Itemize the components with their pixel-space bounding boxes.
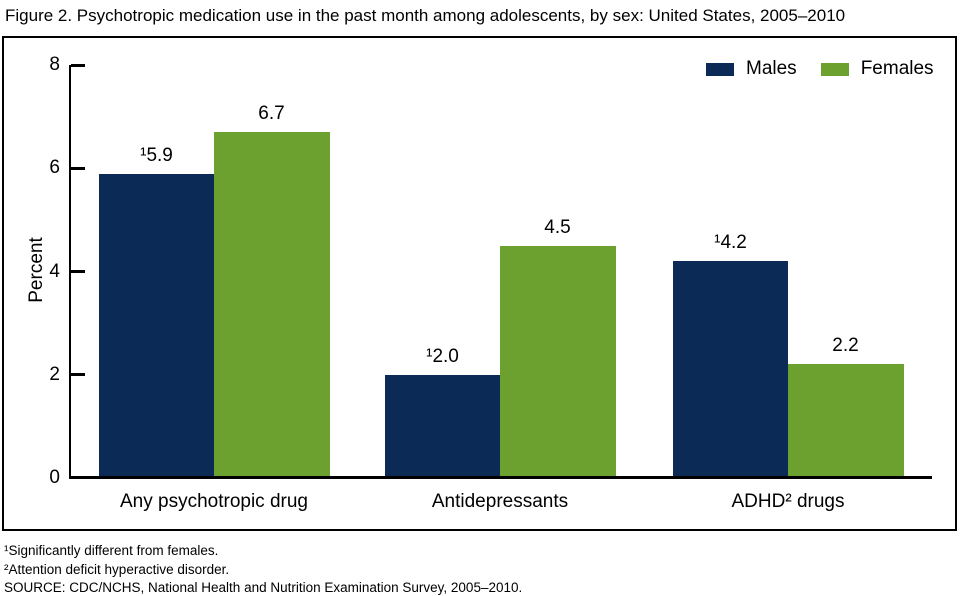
category-label-any-psychotropic-drug: Any psychotropic drug: [120, 491, 308, 512]
value-label-males-antidepressants: ¹2.0: [426, 345, 459, 367]
legend-label-females: Females: [860, 58, 934, 79]
bar-females-antidepressants: [500, 245, 616, 476]
footnote-line-1: ¹Significantly different from females.: [4, 543, 219, 558]
footnote-line-2: ²Attention deficit hyperactive disorder.: [4, 561, 230, 577]
value-label-females-adhd-drugs: 2.2: [832, 335, 859, 357]
bar-males-any-psychotropic-drug: [99, 173, 214, 476]
y-axis-tick-label-0: 0: [49, 467, 60, 488]
value-label-males-adhd-drugs: ¹4.2: [714, 232, 747, 254]
legend-label-males: Males: [746, 58, 797, 79]
y-axis-line: [69, 65, 71, 479]
y-axis-tick-6: [71, 166, 85, 170]
x-axis-line: [70, 476, 932, 479]
category-label-adhd-drugs: ADHD² drugs: [731, 491, 845, 512]
legend-swatch-females: [820, 62, 849, 76]
y-axis-tick-label-8: 8: [49, 54, 60, 76]
legend: Males Females: [706, 58, 934, 80]
bar-females-any-psychotropic-drug: [214, 132, 330, 476]
y-axis-tick-label-4: 4: [49, 260, 60, 282]
footnote-line-3: SOURCE: CDC/NCHS, National Health and Nu…: [4, 580, 523, 595]
legend-item-males: Males: [706, 58, 797, 80]
value-label-males-any-psychotropic-drug: ¹5.9: [140, 144, 173, 166]
y-axis-tick-8: [71, 63, 85, 67]
bar-males-adhd-drugs: [673, 261, 788, 476]
bar-females-adhd-drugs: [788, 364, 904, 476]
legend-swatch-males: [706, 62, 734, 76]
value-label-females-any-psychotropic-drug: 6.7: [258, 103, 285, 125]
figure-title: Figure 2. Psychotropic medication use in…: [5, 6, 846, 25]
value-label-females-antidepressants: 4.5: [544, 216, 571, 238]
y-axis-tick-label-6: 6: [49, 157, 60, 179]
y-axis-tick-4: [71, 270, 85, 274]
y-axis-tick-label-2: 2: [49, 363, 60, 385]
chart-frame: Males Females Percent 0 2 4 6 8 ¹5.9 6.7 Any psy…: [2, 36, 957, 531]
category-label-antidepressants: Antidepressants: [431, 491, 569, 512]
footnotes: ¹Significantly different from females. ²A…: [4, 542, 522, 596]
bar-males-antidepressants: [385, 374, 500, 476]
legend-item-females: Females: [820, 58, 934, 80]
y-axis-tick-2: [71, 373, 85, 377]
plot-area: 0 2 4 6 8 ¹5.9 6.7 Any psychotropic drug ¹2.0 4.5…: [4, 38, 955, 529]
